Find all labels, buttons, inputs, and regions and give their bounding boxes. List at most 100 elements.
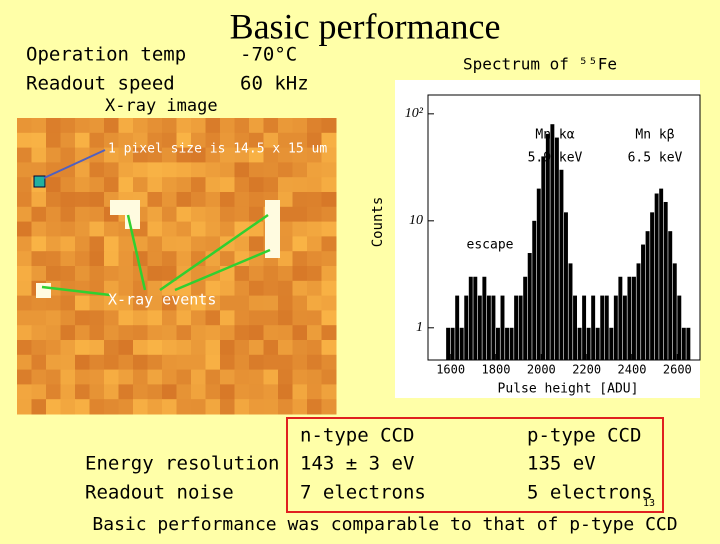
pixel <box>89 251 105 267</box>
pixel <box>133 369 148 385</box>
pixel <box>118 354 134 371</box>
pixel <box>46 162 61 178</box>
pixel <box>46 118 61 134</box>
pixel <box>104 118 119 134</box>
pixel <box>176 310 192 326</box>
pixel <box>249 177 264 193</box>
bar <box>573 295 577 360</box>
pixel <box>263 132 279 149</box>
pixel <box>249 236 264 252</box>
bar <box>545 133 550 360</box>
pixel <box>234 236 250 252</box>
pixel <box>191 192 206 208</box>
pixel <box>104 340 119 356</box>
pixel <box>147 162 163 178</box>
pixel <box>263 399 279 415</box>
bar <box>486 295 491 360</box>
event-arrows <box>41 213 271 297</box>
pixel <box>60 295 76 311</box>
pixel <box>147 192 163 208</box>
pixel <box>205 192 221 208</box>
pixel <box>249 384 264 400</box>
bar <box>509 327 514 360</box>
pixel <box>307 384 322 400</box>
pixel <box>292 236 308 252</box>
table-header: p-type CCD <box>527 425 641 447</box>
pixel <box>17 162 32 178</box>
pixel <box>75 280 90 297</box>
pixel <box>220 192 235 208</box>
pixel <box>292 354 308 371</box>
bar <box>514 295 519 360</box>
pixel <box>162 369 177 385</box>
pixel <box>118 295 134 311</box>
pixel <box>147 310 163 326</box>
pixel <box>249 162 264 178</box>
pixel <box>292 266 308 282</box>
bar <box>654 193 659 360</box>
pixel <box>292 221 308 237</box>
pixel <box>17 310 32 326</box>
pixel <box>75 192 90 208</box>
pixel <box>220 369 235 385</box>
pixel <box>162 118 177 134</box>
pixel <box>162 236 177 252</box>
pixel <box>133 118 148 134</box>
pixel <box>104 221 119 237</box>
pixel <box>263 118 279 134</box>
pixel <box>220 132 235 149</box>
pixel <box>249 340 264 356</box>
pixel <box>220 280 235 297</box>
pixel <box>75 118 90 134</box>
pixel <box>263 147 279 163</box>
event-pixel <box>265 214 280 229</box>
pixel <box>147 340 163 356</box>
image-label: X-ray image <box>105 96 218 116</box>
bar <box>491 295 496 360</box>
pixel <box>75 295 90 311</box>
pixel <box>104 266 119 282</box>
annotation: 5.9 keV <box>528 151 583 166</box>
pixel <box>234 221 250 237</box>
pixel-note: 1 pixel size is 14.5 x 15 um <box>108 142 327 157</box>
pixel <box>60 399 76 415</box>
pixel <box>205 236 221 252</box>
pixel <box>162 177 177 193</box>
pixel <box>249 325 264 341</box>
pixel <box>205 118 221 134</box>
pixel <box>133 340 148 356</box>
bar <box>600 295 605 360</box>
pixel <box>220 384 235 400</box>
pixel <box>263 340 279 356</box>
pixel <box>292 206 308 223</box>
pixel <box>162 310 177 326</box>
pixel <box>263 162 279 178</box>
pixel <box>176 162 192 178</box>
pixel <box>205 221 221 237</box>
pixel <box>191 221 206 237</box>
pixel <box>205 177 221 193</box>
pixel <box>278 325 293 341</box>
page-number: 13 <box>643 498 655 509</box>
pixel <box>176 354 192 371</box>
bar <box>636 263 641 360</box>
pixel <box>292 369 308 385</box>
pixel <box>17 177 32 193</box>
pixel <box>205 384 221 400</box>
pixel <box>147 266 163 282</box>
pixel <box>89 325 105 341</box>
pixel <box>104 251 119 267</box>
pixel <box>118 384 134 400</box>
pixel <box>147 354 163 371</box>
pixel <box>307 118 322 134</box>
pixel <box>89 384 105 400</box>
pixel <box>321 354 337 371</box>
pixel <box>205 295 221 311</box>
pixel <box>147 118 163 134</box>
pixel <box>89 192 105 208</box>
pixel <box>234 192 250 208</box>
bar <box>672 263 677 360</box>
pixel <box>278 236 293 252</box>
bar <box>586 327 591 360</box>
